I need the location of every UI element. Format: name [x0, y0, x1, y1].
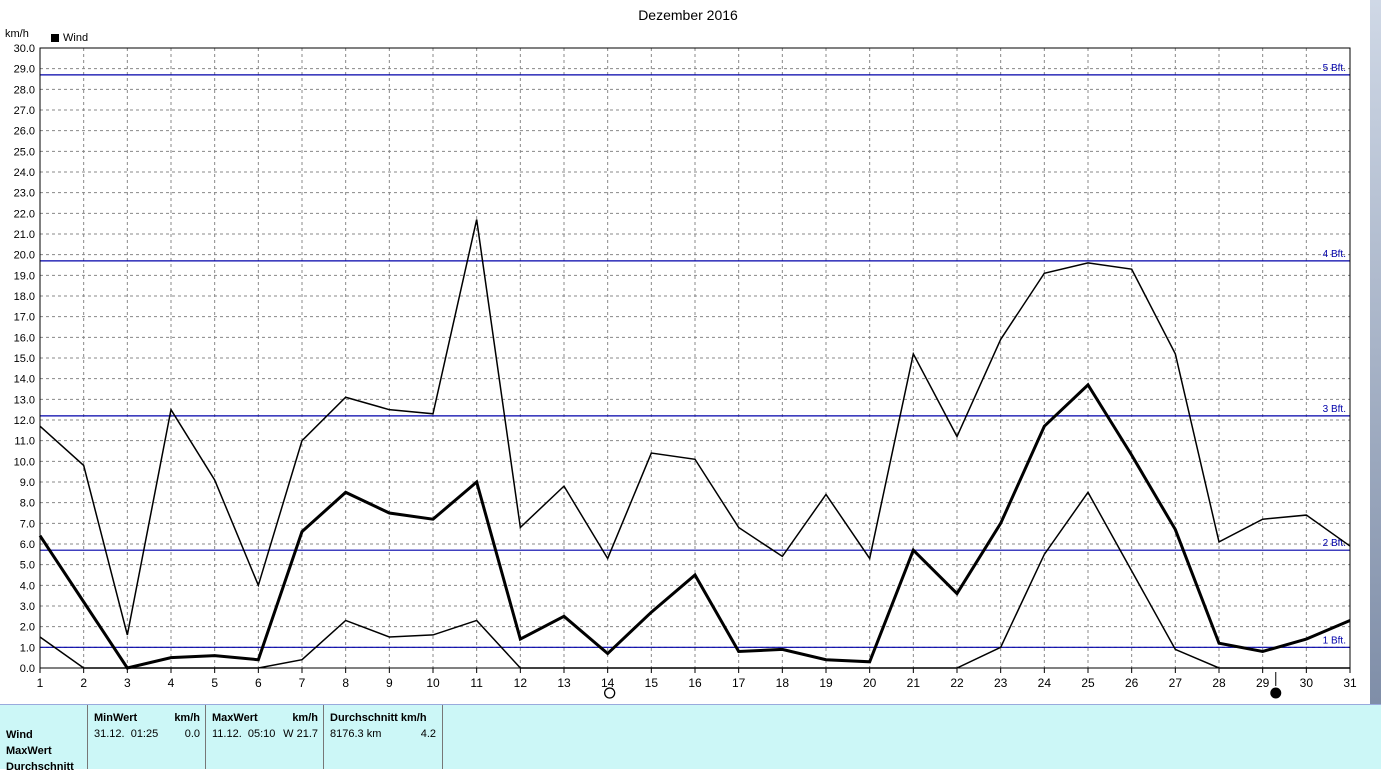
x-tick-label: 2: [80, 676, 87, 690]
y-tick-label: 7.0: [20, 518, 35, 530]
y-tick-label: 9.0: [20, 477, 35, 489]
series-line-max: [39, 219, 1351, 636]
legend-swatch: [51, 34, 59, 42]
x-tick-label: 18: [776, 676, 790, 690]
y-tick-label: 27.0: [14, 105, 35, 117]
max-value: W 21.7: [283, 728, 318, 740]
y-tick-label: 22.0: [14, 208, 35, 220]
row-label-maxwert: MaxWert: [6, 745, 52, 757]
x-tick-label: 11: [470, 676, 483, 690]
x-tick-label: 3: [124, 676, 131, 690]
x-tick-label: 8: [342, 676, 349, 690]
y-tick-label: 16.0: [14, 332, 35, 344]
y-tick-label: 18.0: [14, 291, 35, 303]
max-column: MaxWert km/h 11.12. 05:10 W 21.7: [205, 705, 324, 769]
x-tick-label: 26: [1125, 676, 1139, 690]
x-tick-label: 6: [255, 676, 262, 690]
y-axis-unit-label: km/h: [5, 28, 29, 40]
axes: 0.01.02.03.04.05.06.07.08.09.010.011.012…: [14, 43, 1357, 690]
avg-column: Durchschnitt km/h 8176.3 km 4.2: [323, 705, 443, 769]
x-tick-label: 23: [994, 676, 1008, 690]
x-tick-label: 4: [168, 676, 175, 690]
avg-distance: 8176.3 km: [330, 728, 382, 740]
max-unit: km/h: [292, 712, 318, 724]
x-tick-label: 28: [1212, 676, 1226, 690]
x-tick-label: 30: [1300, 676, 1314, 690]
x-tick-label: 16: [688, 676, 702, 690]
moon-phases: [604, 672, 1282, 699]
x-tick-label: 1: [37, 676, 44, 690]
beaufort-label: 3 Bft.: [1323, 404, 1346, 415]
y-tick-label: 1.0: [20, 642, 35, 654]
x-tick-label: 27: [1169, 676, 1183, 690]
series-line-average: [38, 382, 1351, 670]
x-tick-label: 7: [299, 676, 306, 690]
y-tick-label: 11.0: [14, 436, 35, 448]
full-moon-icon: [604, 687, 616, 699]
beaufort-label: 5 Bft.: [1323, 63, 1346, 74]
x-tick-label: 14: [601, 676, 615, 690]
x-tick-label: 12: [514, 676, 528, 690]
min-unit: km/h: [174, 712, 200, 724]
y-tick-label: 23.0: [14, 188, 35, 200]
y-tick-label: 5.0: [20, 560, 35, 572]
wind-chart: Dezember 2016 km/h Wind 1 Bft. 2 Bft. 3 Bf…: [5, 7, 1357, 699]
stats-panel: Wind MaxWert Durchschnitt MinWert km/h 31…: [0, 704, 1381, 773]
x-tick-label: 9: [386, 676, 393, 690]
max-date: 11.12. 05:10: [212, 728, 276, 740]
x-tick-label: 19: [819, 676, 833, 690]
x-tick-label: 21: [907, 676, 921, 690]
avg-value: 4.2: [420, 728, 436, 740]
avg-header: Durchschnitt km/h: [330, 712, 427, 724]
x-tick-label: 13: [557, 676, 571, 690]
x-tick-label: 17: [732, 676, 746, 690]
y-tick-label: 10.0: [14, 456, 35, 468]
y-tick-label: 0.0: [20, 663, 35, 675]
legend-label: Wind: [63, 32, 88, 44]
y-tick-label: 17.0: [14, 312, 35, 324]
y-tick-label: 20.0: [14, 250, 35, 262]
min-column: MinWert km/h 31.12. 01:25 0.0: [87, 705, 206, 769]
y-tick-label: 29.0: [14, 64, 35, 76]
y-tick-label: 28.0: [14, 84, 35, 96]
x-tick-label: 20: [863, 676, 877, 690]
y-tick-label: 30.0: [14, 43, 35, 55]
x-tick-label: 15: [645, 676, 659, 690]
x-tick-label: 24: [1038, 676, 1052, 690]
grid: [40, 48, 1350, 668]
x-tick-label: 5: [211, 676, 218, 690]
beaufort-label: 4 Bft.: [1323, 249, 1346, 260]
min-header: MinWert: [94, 712, 138, 724]
x-tick-label: 31: [1343, 676, 1357, 690]
min-value: 0.0: [184, 728, 200, 740]
y-tick-label: 15.0: [14, 353, 35, 365]
y-tick-label: 13.0: [14, 394, 35, 406]
max-header: MaxWert: [212, 712, 258, 724]
beaufort-label: 1 Bft.: [1323, 635, 1346, 646]
y-tick-label: 6.0: [20, 539, 35, 551]
x-tick-label: 22: [950, 676, 964, 690]
y-tick-label: 21.0: [14, 229, 35, 241]
row-label-wind: Wind: [6, 729, 33, 741]
new-moon-icon: [1270, 687, 1282, 699]
y-tick-label: 24.0: [14, 167, 35, 179]
row-label-durchschnitt: Durchschnitt: [6, 761, 74, 773]
x-tick-label: 10: [426, 676, 440, 690]
y-tick-label: 4.0: [20, 580, 35, 592]
beaufort-label: 2 Bft.: [1323, 538, 1346, 549]
y-tick-label: 3.0: [20, 601, 35, 613]
window-edge: [1370, 0, 1381, 704]
chart-title: Dezember 2016: [638, 7, 738, 23]
y-tick-label: 8.0: [20, 498, 35, 510]
y-tick-label: 14.0: [14, 374, 35, 386]
y-tick-label: 12.0: [14, 415, 35, 427]
y-tick-label: 26.0: [14, 126, 35, 138]
x-tick-label: 25: [1081, 676, 1095, 690]
x-tick-label: 29: [1256, 676, 1270, 690]
y-tick-label: 19.0: [14, 270, 35, 282]
y-tick-label: 2.0: [20, 622, 35, 634]
beaufort-lines: 1 Bft. 2 Bft. 3 Bft. 4 Bft. 5 Bft.: [40, 63, 1350, 648]
min-date: 31.12. 01:25: [94, 728, 159, 740]
y-tick-label: 25.0: [14, 146, 35, 158]
